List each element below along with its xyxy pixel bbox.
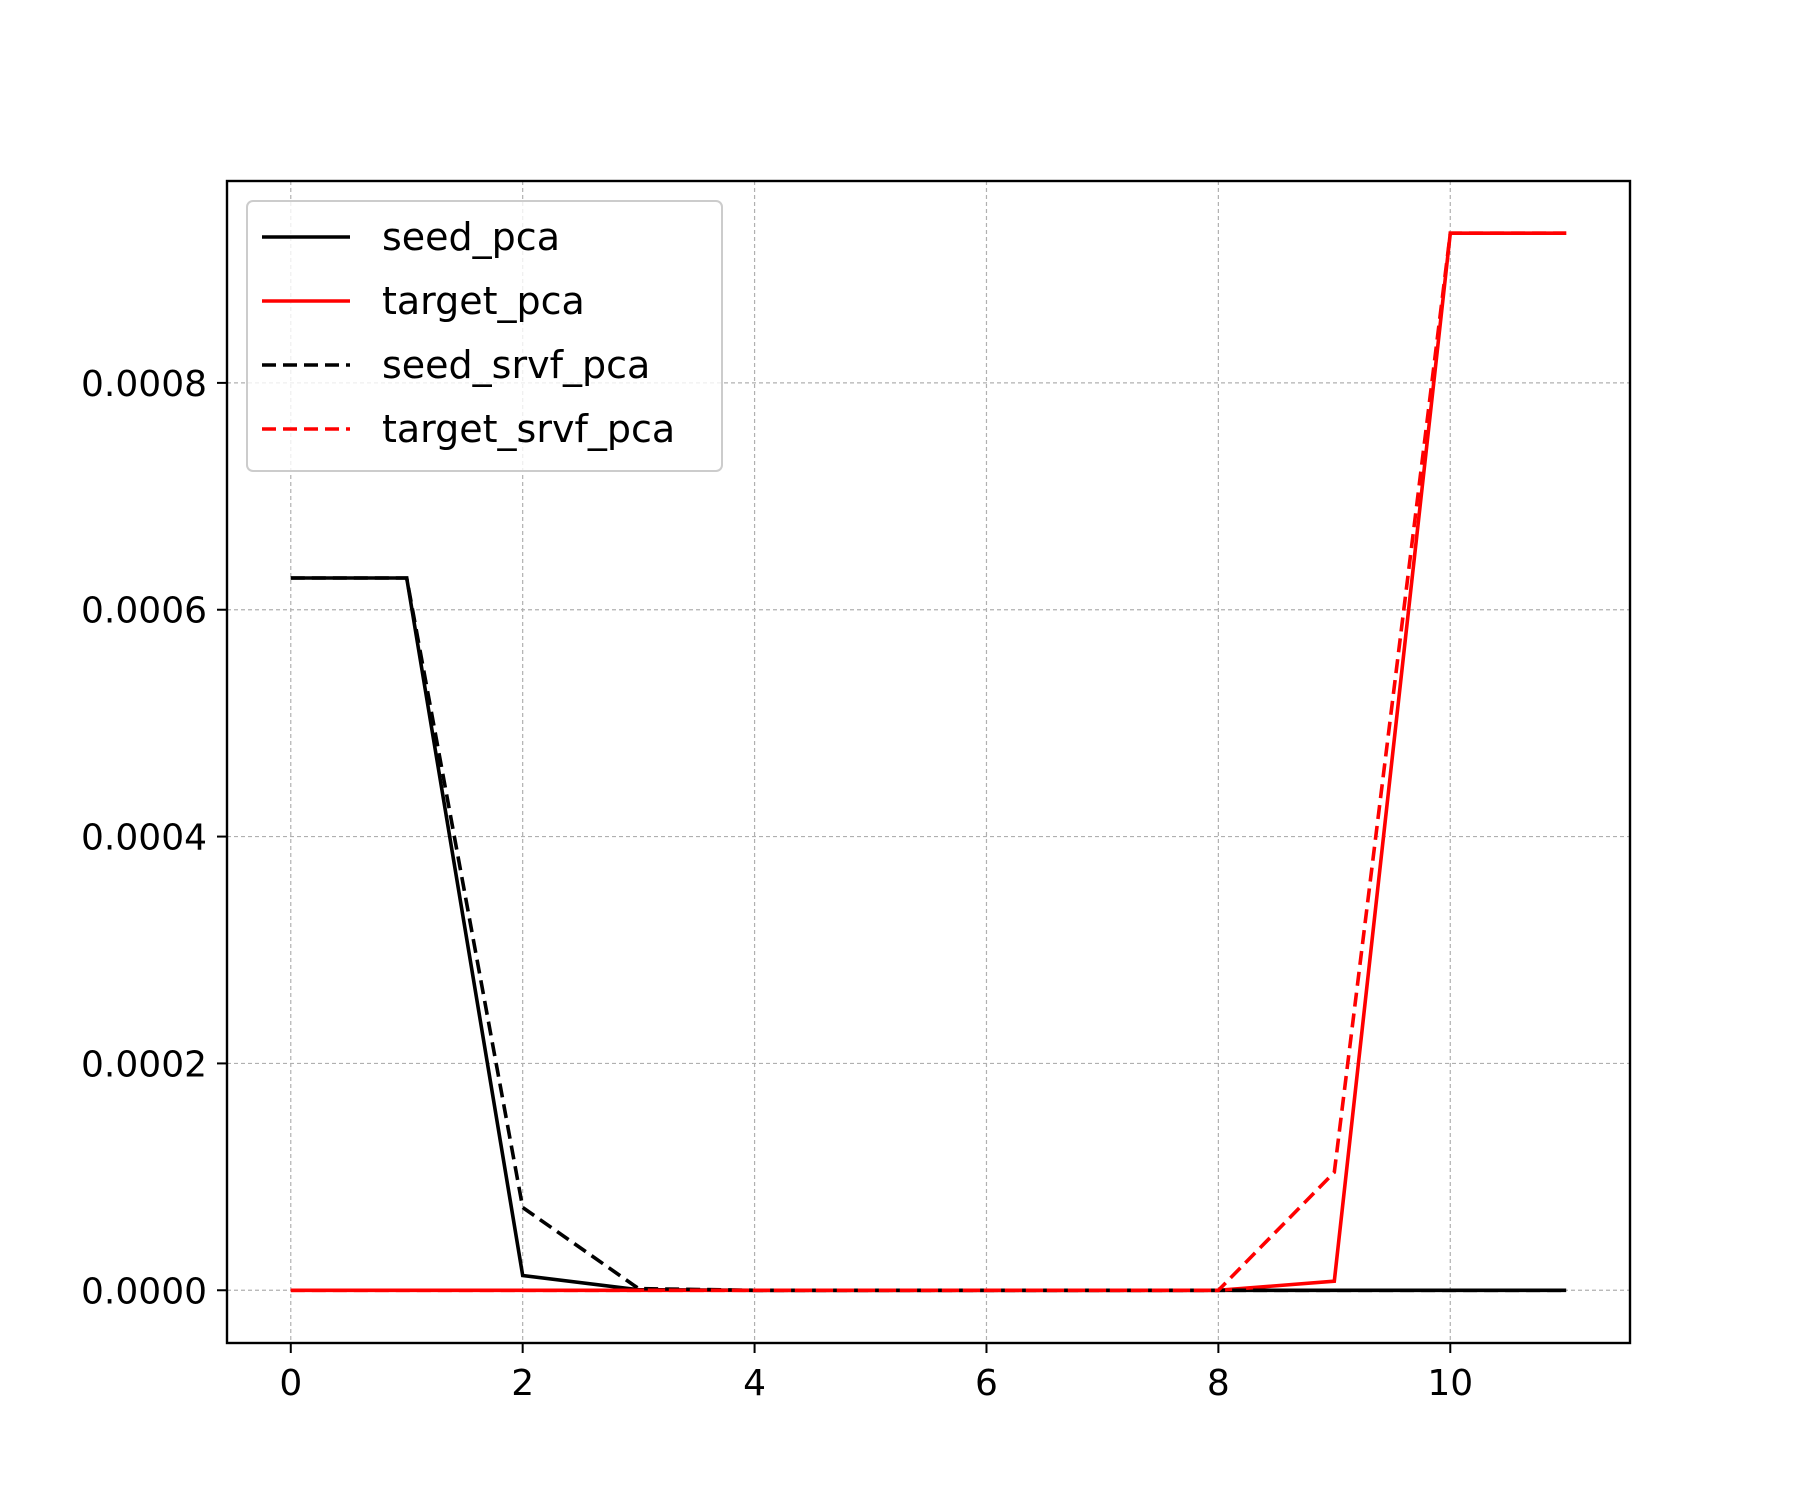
- series-lines: [290, 231, 1567, 1293]
- plot-frame: [225, 179, 1632, 1345]
- x-tick-label: 8: [1207, 1363, 1230, 1404]
- x-tick-label: 4: [743, 1363, 766, 1404]
- x-tick-label: 0: [279, 1363, 302, 1404]
- y-tick-label: 0.0006: [81, 591, 207, 632]
- legend-label-target-pca: target_pca: [382, 279, 585, 323]
- legend-label-target-srvf-pca: target_srvf_pca: [382, 407, 675, 451]
- legend-box: [246, 200, 723, 472]
- x-tick-label: 2: [511, 1363, 534, 1404]
- y-tick-label: 0.0002: [81, 1044, 207, 1085]
- y-tick-label: 0.0008: [81, 364, 207, 405]
- legend-label-seed-srvf-pca: seed_srvf_pca: [382, 343, 650, 387]
- x-tick-label: 10: [1427, 1363, 1473, 1404]
- series-line-target-srvf-pca: [290, 231, 1567, 1293]
- legend: seed_pca target_pca seed_srvf_pca target_sr…: [246, 200, 723, 472]
- y-tick-label: 0.0004: [81, 818, 207, 859]
- axis-ticks: 0 2 4 6 8 10 0.0000 0.0002 0.0004 0.0006 0.0008: [81, 364, 1473, 1404]
- legend-label-seed-pca: seed_pca: [382, 215, 560, 259]
- y-tick-label: 0.0000: [81, 1271, 207, 1312]
- x-tick-label: 6: [975, 1363, 998, 1404]
